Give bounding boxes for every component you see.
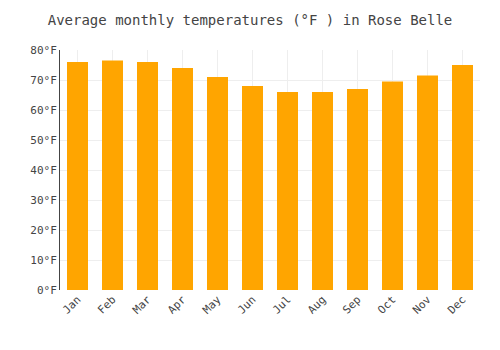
svg-text:Sep: Sep [340, 293, 363, 316]
svg-text:50°F: 50°F [30, 134, 57, 147]
svg-text:0°F: 0°F [37, 284, 57, 297]
svg-text:20°F: 20°F [30, 224, 57, 237]
svg-text:80°F: 80°F [30, 44, 57, 57]
svg-text:Apr: Apr [165, 293, 189, 317]
svg-text:Jan: Jan [60, 293, 83, 316]
svg-text:60°F: 60°F [30, 104, 57, 117]
svg-text:Dec: Dec [445, 293, 468, 316]
svg-text:Jun: Jun [235, 293, 258, 316]
svg-text:30°F: 30°F [30, 194, 57, 207]
svg-text:May: May [200, 293, 224, 317]
svg-text:Mar: Mar [130, 293, 154, 317]
svg-text:40°F: 40°F [30, 164, 57, 177]
svg-text:10°F: 10°F [30, 254, 57, 267]
svg-text:Jul: Jul [270, 293, 293, 316]
svg-text:Average monthly temperatures (: Average monthly temperatures (°F ) in Ro… [48, 12, 453, 28]
svg-text:Oct: Oct [375, 293, 398, 316]
svg-text:Feb: Feb [95, 293, 118, 316]
svg-text:Aug: Aug [305, 293, 328, 316]
svg-text:Nov: Nov [410, 293, 434, 317]
svg-text:70°F: 70°F [30, 74, 57, 87]
